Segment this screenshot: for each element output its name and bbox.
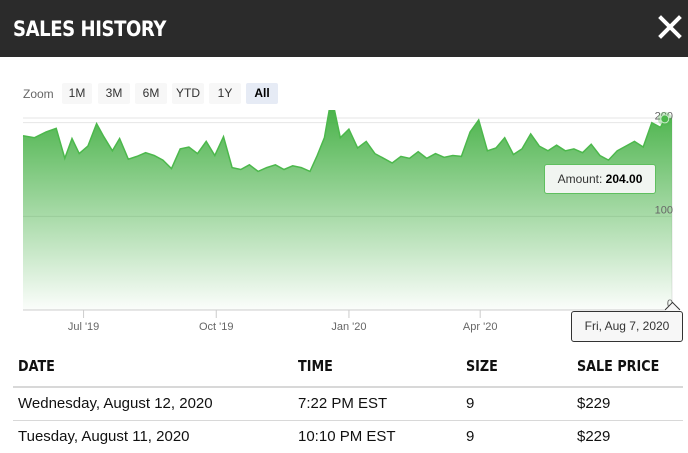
chart-area-series — [23, 110, 672, 310]
cell-price: $229 — [577, 395, 611, 412]
zoom-all-button[interactable]: All — [246, 83, 278, 104]
y-tick-label: 100 — [655, 204, 673, 216]
zoom-6m-button[interactable]: 6M — [135, 83, 167, 104]
cell-date: Tuesday, August 11, 2020 — [18, 428, 190, 445]
amount-label: Amount: — [557, 172, 603, 186]
close-button[interactable] — [656, 13, 684, 41]
cell-size: 9 — [466, 395, 475, 412]
cell-time: 7:22 PM EST — [298, 395, 388, 412]
hover-marker-halo — [657, 111, 672, 126]
zoom-ytd-button[interactable]: YTD — [172, 83, 204, 104]
row-divider — [13, 420, 683, 421]
amount-value: 204.00 — [605, 172, 643, 186]
x-tick-label: Oct '19 — [199, 321, 234, 333]
header-bar: SALES HISTORY — [0, 0, 688, 57]
zoom-1y-button[interactable]: 1Y — [209, 83, 241, 104]
cell-price: $229 — [577, 428, 611, 445]
header-time[interactable]: TIME — [298, 357, 333, 375]
chart-line-series — [22, 110, 672, 173]
x-tick-label: Jul '19 — [68, 321, 99, 333]
zoom-1m-button[interactable]: 1M — [62, 83, 92, 104]
zoom-label: Zoom — [23, 87, 54, 101]
cell-date: Wednesday, August 12, 2020 — [18, 395, 213, 412]
date-tooltip: Fri, Aug 7, 2020 — [571, 311, 683, 342]
header-sale-price[interactable]: SALE PRICE — [577, 357, 660, 375]
page-title: SALES HISTORY — [13, 17, 167, 41]
table-row: Tuesday, August 11, 2020 10:10 PM EST 9 … — [13, 420, 683, 453]
amount-tooltip: Amount: 204.00 — [544, 164, 656, 194]
x-tick-label: Apr '20 — [463, 321, 498, 333]
cell-time: 10:10 PM EST — [298, 428, 396, 445]
x-tick-label: Jan '20 — [331, 321, 366, 333]
cell-size: 9 — [466, 428, 475, 445]
hover-marker — [660, 114, 670, 124]
close-icon — [658, 15, 682, 39]
header-divider — [13, 386, 683, 388]
zoom-3m-button[interactable]: 3M — [98, 83, 130, 104]
table-row: Wednesday, August 12, 2020 7:22 PM EST 9… — [13, 387, 683, 421]
header-date[interactable]: DATE — [18, 357, 55, 375]
header-size[interactable]: SIZE — [466, 357, 498, 375]
